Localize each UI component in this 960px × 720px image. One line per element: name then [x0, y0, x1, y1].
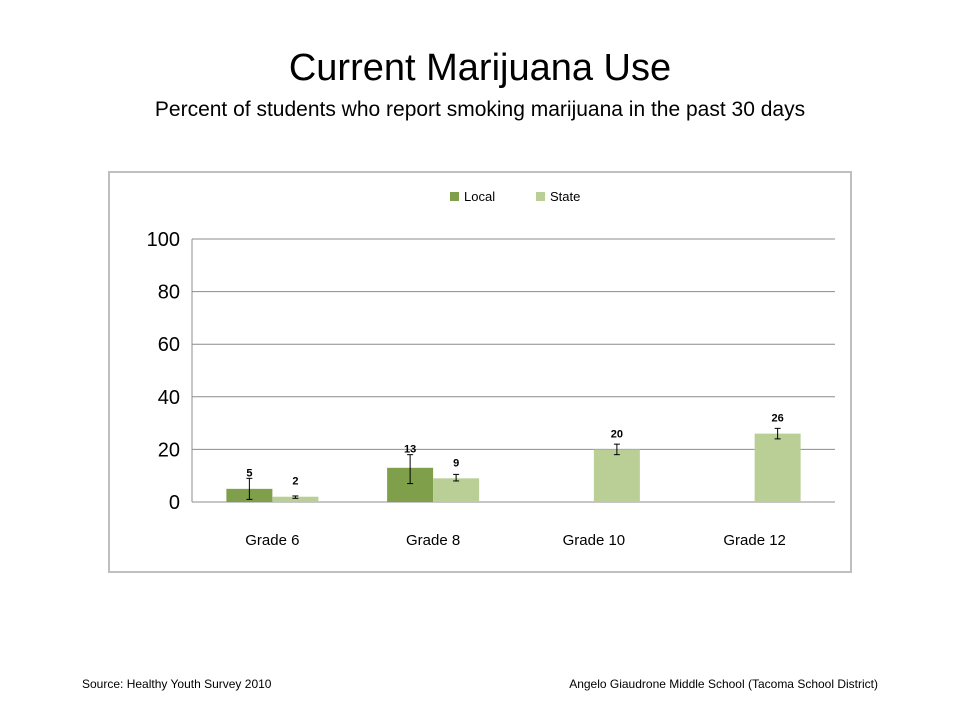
data-label: 2: [292, 476, 298, 488]
data-label: 9: [453, 457, 459, 469]
y-tick-label: 80: [158, 282, 180, 304]
school-name: Angelo Giaudrone Middle School (Tacoma S…: [569, 677, 878, 691]
x-tick-label: Grade 8: [406, 532, 460, 549]
y-tick-label: 20: [158, 439, 180, 461]
slide-title: Current Marijuana Use: [288, 47, 672, 89]
legend-label: State: [550, 189, 580, 204]
bar: [593, 449, 640, 502]
data-label: 5: [246, 467, 252, 479]
chart-area: 0 20 40 60 80 100 Local State Grade 6 5 2 Grade 8 13…: [108, 171, 852, 573]
slide-subtitle: Percent of students who report smoking m…: [154, 98, 806, 121]
y-tick-label: 100: [147, 229, 180, 251]
legend-swatch: [450, 192, 459, 201]
data-label: 20: [611, 428, 623, 440]
legend-label: Local: [464, 189, 495, 204]
data-label: 26: [772, 413, 784, 425]
x-tick-label: Grade 6: [245, 532, 299, 549]
y-tick-label: 0: [169, 492, 180, 514]
bar: [754, 433, 801, 502]
legend-swatch: [536, 192, 545, 201]
y-tick-label: 60: [158, 334, 180, 356]
data-label: 13: [404, 444, 416, 456]
x-tick-label: Grade 12: [723, 532, 786, 549]
x-tick-label: Grade 10: [563, 532, 626, 549]
source-note: Source: Healthy Youth Survey 2010: [82, 677, 272, 691]
bar: [272, 496, 319, 502]
bar-chart: 0 20 40 60 80 100 Local State Grade 6 5 2 Grade 8 13…: [147, 189, 835, 549]
y-tick-label: 40: [158, 387, 180, 409]
bar: [433, 478, 480, 502]
